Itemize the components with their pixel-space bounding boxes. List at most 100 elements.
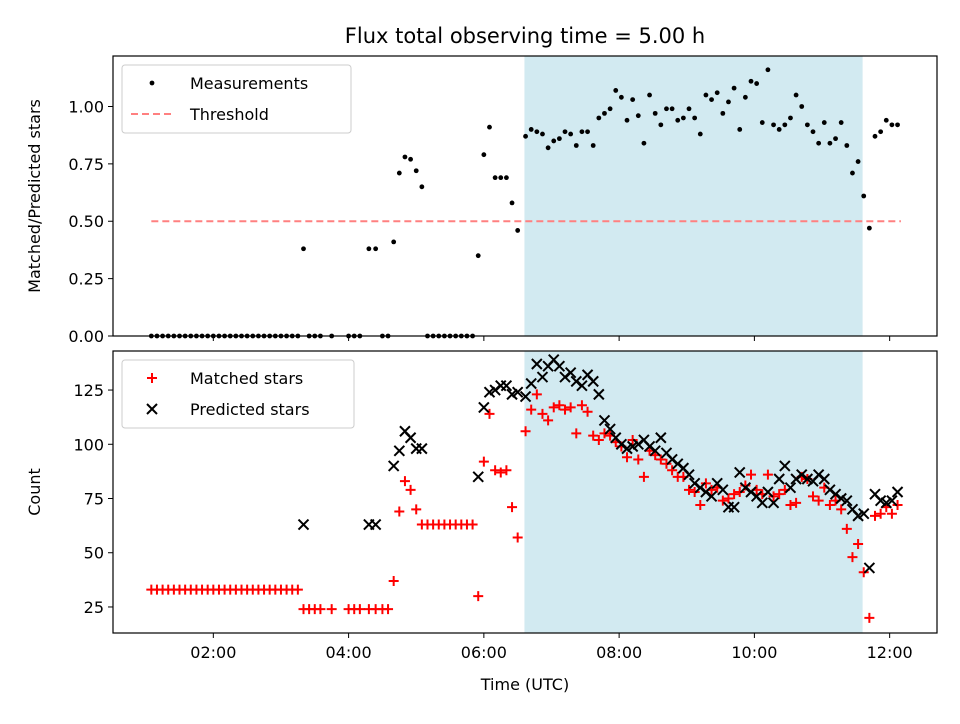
predicted-point bbox=[393, 445, 406, 457]
data-point bbox=[301, 246, 306, 252]
legend-label: Measurements bbox=[190, 74, 308, 93]
predicted-point bbox=[564, 366, 577, 379]
y-axis-label: Matched/Predicted stars bbox=[25, 99, 44, 293]
data-point bbox=[855, 159, 861, 164]
data-point bbox=[821, 120, 827, 125]
y-axis-label: Count bbox=[25, 468, 44, 516]
data-point bbox=[816, 140, 822, 146]
legend-matched-swatch bbox=[147, 373, 157, 383]
predicted-point bbox=[762, 486, 774, 498]
data-point bbox=[419, 184, 425, 190]
data-point bbox=[742, 94, 748, 100]
matched-point bbox=[394, 506, 405, 517]
y-tick-label: 0.00 bbox=[68, 327, 104, 346]
predicted-point bbox=[818, 473, 830, 485]
predicted-point bbox=[598, 414, 611, 427]
predicted-point bbox=[519, 390, 532, 403]
data-point bbox=[509, 200, 515, 206]
y-tick-label: 1.00 bbox=[68, 97, 104, 116]
matched-point bbox=[847, 552, 858, 563]
data-point bbox=[720, 110, 726, 116]
axes-frame bbox=[112, 55, 938, 337]
predicted-point bbox=[472, 471, 484, 483]
matched-point bbox=[762, 469, 773, 480]
data-point bbox=[613, 88, 619, 93]
predicted-point bbox=[531, 358, 543, 370]
data-point bbox=[562, 129, 568, 135]
data-point bbox=[731, 85, 737, 91]
predicted-point bbox=[863, 562, 876, 574]
data-point bbox=[810, 129, 816, 135]
predicted-point bbox=[369, 518, 382, 531]
matched-point bbox=[729, 489, 740, 500]
legend: Measurements Threshold bbox=[121, 64, 352, 134]
matched-point bbox=[638, 471, 649, 482]
data-point bbox=[804, 122, 810, 128]
observing-window bbox=[524, 56, 863, 336]
matched-point bbox=[526, 404, 537, 415]
matched-point bbox=[315, 604, 326, 615]
matched-point bbox=[723, 493, 734, 504]
y-tick-label: 0.50 bbox=[68, 212, 104, 231]
data-point bbox=[776, 127, 782, 132]
matched-point bbox=[411, 504, 422, 515]
data-point bbox=[771, 122, 776, 128]
matched-point bbox=[565, 402, 576, 413]
matched-point bbox=[326, 604, 337, 615]
predicted-point bbox=[576, 380, 588, 392]
data-point bbox=[664, 106, 669, 112]
data-point bbox=[487, 124, 492, 130]
predicted-point bbox=[841, 494, 853, 507]
data-point bbox=[475, 253, 481, 259]
data-point bbox=[534, 129, 540, 135]
matched-point bbox=[864, 612, 875, 623]
predicted-point bbox=[536, 371, 549, 383]
data-point bbox=[391, 239, 397, 245]
data-point bbox=[556, 136, 562, 142]
predicted-point bbox=[500, 380, 513, 392]
matched-point bbox=[490, 465, 501, 476]
series-predicted-stars bbox=[297, 353, 904, 574]
data-point bbox=[788, 115, 793, 121]
data-point bbox=[883, 117, 889, 123]
data-point bbox=[675, 117, 681, 123]
x-tick-label: 10:00 bbox=[731, 643, 777, 662]
legend-box bbox=[121, 64, 352, 134]
y-tick-label: 125 bbox=[73, 381, 104, 400]
data-point bbox=[658, 122, 664, 128]
data-point bbox=[850, 170, 855, 176]
matched-point bbox=[383, 604, 394, 615]
series-matched-stars bbox=[146, 389, 903, 623]
data-point bbox=[838, 120, 844, 125]
predicted-point bbox=[891, 486, 904, 498]
y-tick-label: 0.75 bbox=[68, 155, 104, 174]
matched-point bbox=[808, 491, 819, 502]
x-tick-label: 06:00 bbox=[461, 643, 507, 662]
data-point bbox=[413, 168, 419, 174]
matched-point bbox=[593, 434, 604, 445]
matched-point bbox=[774, 489, 785, 500]
predicted-point bbox=[511, 386, 524, 398]
data-point bbox=[590, 143, 596, 148]
count-panel: 25 50 75 100 125 02:00 04:00 06:00 08:00 10:00 12:… bbox=[25, 350, 938, 694]
data-point bbox=[528, 127, 534, 132]
matched-point bbox=[478, 456, 489, 467]
predicted-point bbox=[756, 497, 768, 509]
legend-label: Threshold bbox=[189, 105, 269, 124]
data-point bbox=[827, 140, 833, 146]
predicted-point bbox=[604, 423, 616, 435]
matched-point bbox=[813, 495, 824, 506]
data-point bbox=[504, 175, 509, 181]
predicted-point bbox=[734, 466, 746, 479]
data-point bbox=[754, 81, 760, 86]
matched-point bbox=[667, 465, 678, 476]
data-point bbox=[366, 246, 372, 252]
data-point bbox=[373, 246, 379, 252]
predicted-point bbox=[404, 432, 417, 444]
matched-point bbox=[582, 406, 593, 417]
matched-point bbox=[695, 500, 706, 511]
data-point bbox=[889, 122, 895, 128]
data-point bbox=[624, 117, 630, 123]
predicted-point bbox=[649, 445, 661, 457]
matched-point bbox=[841, 523, 852, 534]
